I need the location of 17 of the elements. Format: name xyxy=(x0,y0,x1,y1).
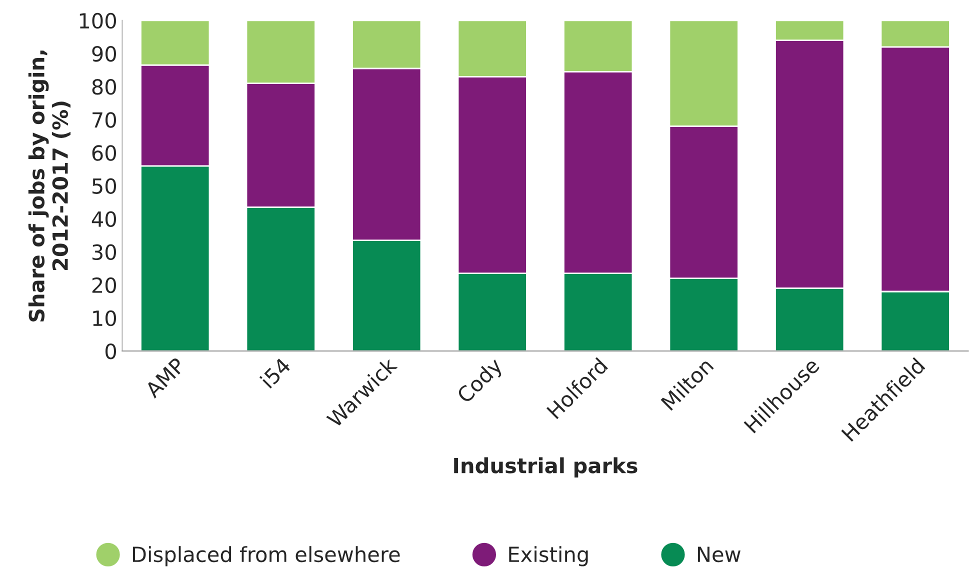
y-tick-label: 90 xyxy=(92,46,116,62)
y-tick-label: 0 xyxy=(106,343,116,360)
y-tick-label: 60 xyxy=(92,145,116,161)
y-axis-title: Share of jobs by origin, 2012-2017 (%) xyxy=(28,50,70,322)
legend-label: Existing xyxy=(509,546,588,566)
x-tick-label: i54 xyxy=(259,356,292,389)
legend-label: Displaced from elsewhere xyxy=(133,546,400,566)
y-tick-label: 30 xyxy=(92,244,116,260)
legend-label: New xyxy=(698,546,740,562)
y-tick-label: 50 xyxy=(92,178,116,194)
x-axis-title: Industrial parks xyxy=(454,457,638,478)
y-tick-label: 80 xyxy=(92,79,116,95)
y-tick-label: 20 xyxy=(92,277,116,294)
y-tick-label: 70 xyxy=(92,112,116,128)
y-tick-label: 10 xyxy=(93,310,116,326)
y-tick-label: 100 xyxy=(80,12,116,29)
y-tick-label: 40 xyxy=(92,211,116,227)
